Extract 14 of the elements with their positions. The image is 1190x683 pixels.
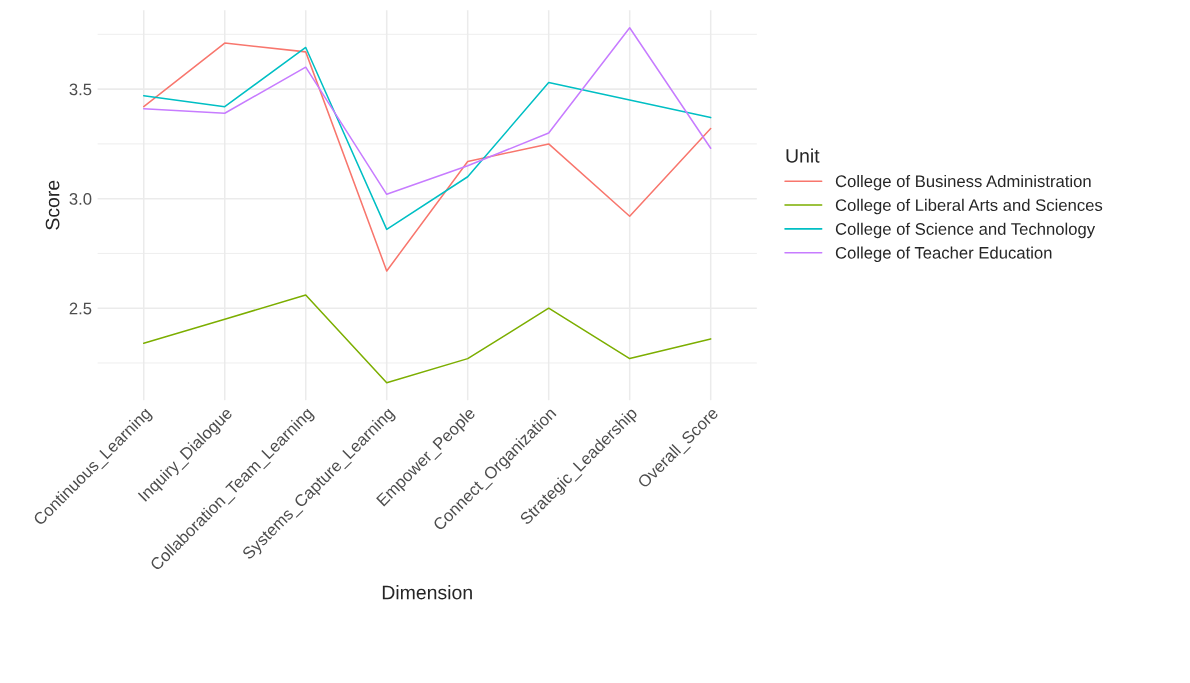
x-axis-title: Dimension [382,585,472,600]
y-axis-title: Score [45,180,60,230]
y-tick-label: 2.5 [69,302,92,315]
legend-label: College of Liberal Arts and Sciences [835,198,1103,215]
y-tick-label: 3.5 [69,83,92,96]
line-series [142,42,712,272]
legend-label: College of Teacher Education [835,246,1052,263]
y-tick-label: 3.0 [69,193,92,205]
line-series [142,294,712,384]
line-series [142,27,712,196]
legend-title: Unit [786,148,820,163]
legend-label: College of Science and Technology [835,222,1096,239]
line-series [142,46,712,231]
legend-label: College of Business Administration [835,174,1091,191]
